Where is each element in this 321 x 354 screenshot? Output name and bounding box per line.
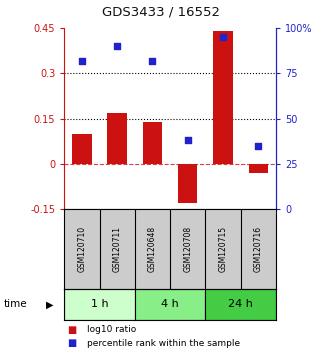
Point <box>185 137 190 143</box>
Text: ■: ■ <box>67 325 77 335</box>
Bar <box>135 289 205 320</box>
Bar <box>64 289 135 320</box>
Bar <box>72 134 91 164</box>
Bar <box>249 164 268 173</box>
Point <box>221 35 226 40</box>
Text: GSM120715: GSM120715 <box>219 225 228 272</box>
Text: log10 ratio: log10 ratio <box>87 325 136 335</box>
Point <box>256 143 261 149</box>
Text: 1 h: 1 h <box>91 299 108 309</box>
Bar <box>213 32 233 164</box>
Bar <box>108 113 127 164</box>
Text: time: time <box>3 299 27 309</box>
Text: percentile rank within the sample: percentile rank within the sample <box>87 339 240 348</box>
Bar <box>178 164 197 203</box>
Text: GSM120648: GSM120648 <box>148 225 157 272</box>
Point <box>150 58 155 64</box>
Text: 4 h: 4 h <box>161 299 179 309</box>
Point <box>115 44 120 49</box>
Text: 24 h: 24 h <box>228 299 253 309</box>
Bar <box>205 289 276 320</box>
Text: GSM120711: GSM120711 <box>113 226 122 272</box>
Text: GDS3433 / 16552: GDS3433 / 16552 <box>101 6 220 19</box>
Text: GSM120716: GSM120716 <box>254 225 263 272</box>
Bar <box>143 122 162 164</box>
Text: GSM120710: GSM120710 <box>77 225 86 272</box>
Text: ■: ■ <box>67 338 77 348</box>
Text: GSM120708: GSM120708 <box>183 225 192 272</box>
Text: ▶: ▶ <box>46 299 54 309</box>
Point <box>79 58 84 64</box>
